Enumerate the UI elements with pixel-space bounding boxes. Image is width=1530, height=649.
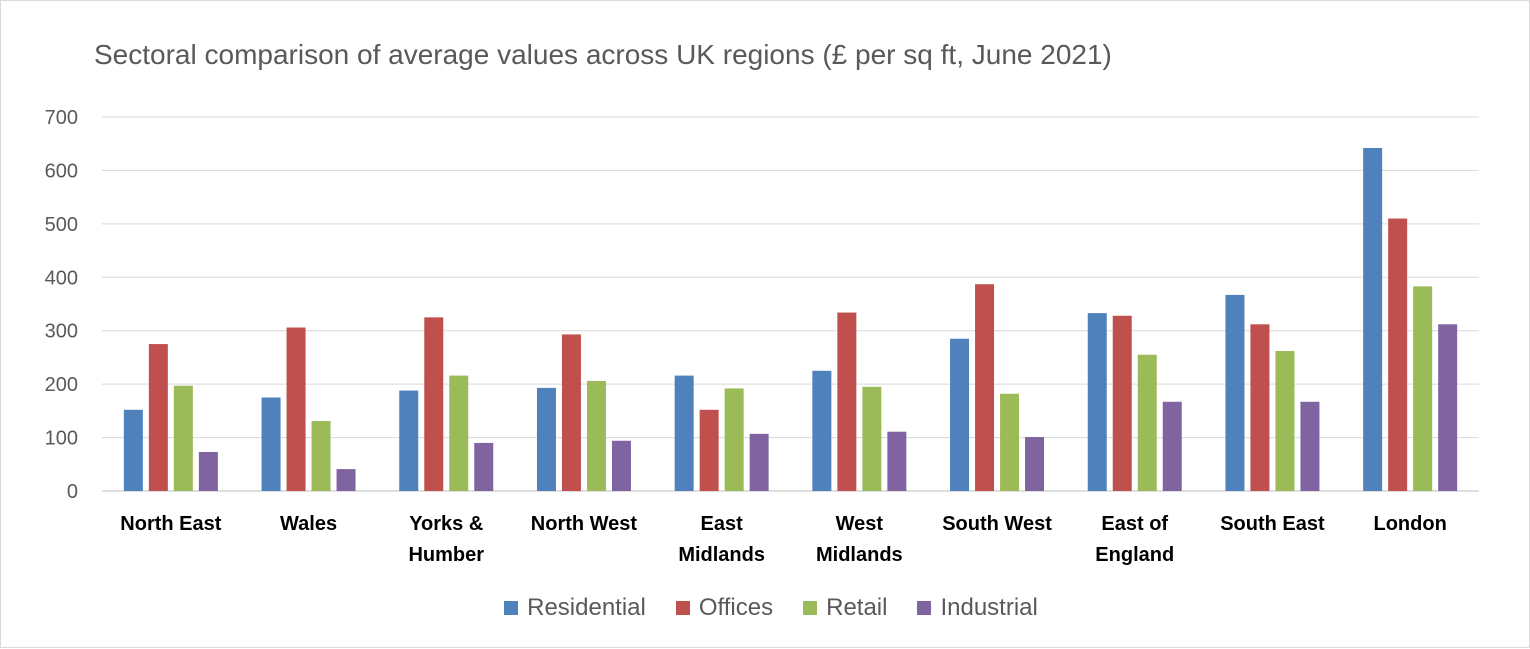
bar-offices bbox=[837, 312, 857, 491]
bar-industrial bbox=[474, 442, 494, 491]
bar-residential bbox=[261, 397, 281, 491]
category-label: Humber bbox=[408, 544, 484, 566]
bar-residential bbox=[1225, 294, 1245, 491]
bar-offices bbox=[424, 317, 444, 491]
bar-retail bbox=[1000, 393, 1020, 491]
category-label: North West bbox=[531, 513, 638, 535]
bar-industrial bbox=[749, 433, 769, 491]
category-label: London bbox=[1373, 513, 1446, 535]
bar-industrial bbox=[1300, 401, 1320, 491]
category-label: South East bbox=[1220, 513, 1325, 535]
bar-retail bbox=[724, 388, 744, 491]
category-label: Wales bbox=[280, 513, 337, 535]
category-label: West bbox=[836, 513, 884, 535]
category-label: East of bbox=[1101, 513, 1168, 535]
legend-swatch bbox=[504, 601, 519, 615]
y-tick-label: 0 bbox=[67, 481, 78, 503]
bar-retail bbox=[862, 386, 882, 491]
legend-label: Retail bbox=[826, 594, 888, 621]
bar-industrial bbox=[611, 440, 631, 491]
legend-item-offices: Offices bbox=[675, 594, 774, 622]
bar-residential bbox=[1087, 313, 1107, 491]
bar-industrial bbox=[1438, 324, 1458, 491]
bar-offices bbox=[975, 284, 995, 491]
legend-label: Residential bbox=[527, 594, 646, 621]
category-label: South West bbox=[942, 513, 1052, 535]
y-tick-label: 100 bbox=[45, 428, 78, 450]
y-tick-label: 500 bbox=[45, 214, 78, 236]
bar-offices bbox=[561, 334, 581, 491]
bar-retail bbox=[173, 385, 193, 491]
bar-industrial bbox=[336, 469, 356, 491]
legend-item-industrial: Industrial bbox=[917, 594, 1038, 622]
bar-retail bbox=[1137, 354, 1157, 491]
category-label: Yorks & bbox=[409, 513, 483, 535]
bar-residential bbox=[674, 375, 694, 491]
bar-residential bbox=[399, 390, 419, 491]
y-tick-label: 700 bbox=[45, 107, 78, 129]
bar-residential bbox=[812, 370, 832, 491]
bar-industrial bbox=[1025, 437, 1045, 491]
y-tick-label: 300 bbox=[45, 321, 78, 343]
legend-swatch bbox=[803, 601, 818, 615]
bar-residential bbox=[123, 409, 143, 491]
legend-swatch bbox=[917, 601, 932, 615]
category-label: Midlands bbox=[678, 544, 765, 566]
bar-retail bbox=[586, 380, 606, 491]
bar-residential bbox=[1363, 147, 1383, 491]
bar-retail bbox=[311, 421, 331, 491]
bar-offices bbox=[1250, 324, 1270, 491]
category-label: East bbox=[701, 513, 744, 535]
legend: Residential Offices Retail Industrial bbox=[1, 594, 1530, 630]
legend-item-retail: Retail bbox=[803, 594, 887, 622]
bar-offices bbox=[1388, 218, 1408, 491]
category-label: Midlands bbox=[816, 544, 903, 566]
bar-offices bbox=[699, 409, 719, 491]
legend-label: Offices bbox=[698, 594, 774, 621]
bar-offices bbox=[1112, 315, 1132, 491]
bar-retail bbox=[1275, 351, 1295, 491]
category-label: North East bbox=[120, 513, 221, 535]
bar-industrial bbox=[1162, 401, 1182, 491]
y-tick-label: 400 bbox=[45, 267, 78, 289]
chart-title: Sectoral comparison of average values ac… bbox=[94, 39, 1112, 70]
category-label: England bbox=[1095, 544, 1174, 566]
bar-industrial bbox=[198, 451, 218, 491]
legend-swatch bbox=[675, 601, 690, 615]
bar-retail bbox=[1413, 286, 1433, 491]
legend-item-residential: Residential bbox=[504, 594, 646, 622]
bar-offices bbox=[148, 344, 168, 491]
bar-residential bbox=[950, 338, 970, 491]
y-tick-label: 200 bbox=[45, 374, 78, 396]
bar-residential bbox=[536, 387, 556, 491]
legend-label: Industrial bbox=[940, 594, 1038, 621]
y-tick-label: 600 bbox=[45, 160, 78, 182]
bar-offices bbox=[286, 327, 306, 491]
bar-retail bbox=[449, 375, 469, 491]
bar-industrial bbox=[887, 431, 907, 491]
